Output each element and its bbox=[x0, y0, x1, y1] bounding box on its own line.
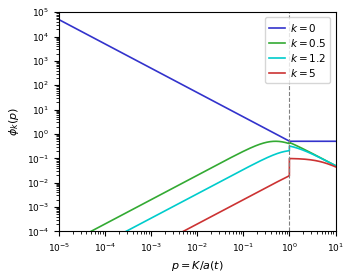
$k = 5$ bbox=[163, 237, 167, 241]
$k = 0$ bbox=[57, 18, 61, 21]
Line: $k = 1.2$: $k = 1.2$ bbox=[59, 146, 336, 239]
$k = 0$ bbox=[223, 106, 227, 109]
Line: $k = 5$: $k = 5$ bbox=[59, 158, 336, 239]
$k = 5$ bbox=[223, 208, 227, 211]
$k = 0.5$ bbox=[284, 141, 289, 144]
$k = 1.2$ bbox=[107, 237, 111, 241]
$k = 1.2$ bbox=[223, 178, 227, 181]
$k = 5$ bbox=[263, 186, 267, 190]
$k = 5$ bbox=[284, 176, 289, 179]
$k = 0$ bbox=[107, 44, 111, 48]
$k = 0$ bbox=[284, 138, 289, 141]
$k = 0$ bbox=[237, 113, 241, 116]
$k = 0$ bbox=[333, 140, 338, 143]
$k = 0$ bbox=[287, 140, 292, 143]
$k = 1.2$ bbox=[263, 157, 267, 160]
Line: $k = 0.5$: $k = 0.5$ bbox=[59, 141, 336, 239]
Line: $k = 0$: $k = 0$ bbox=[59, 20, 336, 141]
$k = 0$ bbox=[263, 127, 267, 130]
Legend: $k = 0$, $k = 0.5$, $k = 1.2$, $k = 5$: $k = 0$, $k = 0.5$, $k = 1.2$, $k = 5$ bbox=[265, 17, 330, 83]
$k = 5$ bbox=[287, 157, 292, 160]
$k = 1.2$ bbox=[287, 144, 292, 148]
$k = 0.5$ bbox=[107, 220, 111, 223]
$k = 0.5$ bbox=[333, 164, 338, 167]
$k = 5$ bbox=[57, 237, 61, 241]
$k = 0.5$ bbox=[223, 159, 227, 162]
$k = 0.5$ bbox=[57, 237, 61, 241]
Y-axis label: $\phi_k(p)$: $\phi_k(p)$ bbox=[7, 107, 21, 136]
$k = 0$ bbox=[163, 74, 167, 77]
$k = 0.5$ bbox=[237, 152, 241, 155]
$k = 1.2$ bbox=[284, 150, 289, 153]
$k = 0.5$ bbox=[163, 191, 167, 194]
$k = 5$ bbox=[107, 237, 111, 241]
$k = 5$ bbox=[333, 165, 338, 169]
$k = 1.2$ bbox=[333, 164, 338, 167]
$k = 1.2$ bbox=[237, 170, 241, 174]
$k = 0.5$ bbox=[273, 140, 278, 143]
X-axis label: $p = K/a(t)$: $p = K/a(t)$ bbox=[171, 259, 224, 273]
$k = 1.2$ bbox=[57, 237, 61, 241]
$k = 5$ bbox=[237, 200, 241, 204]
$k = 0.5$ bbox=[263, 141, 267, 144]
$k = 1.2$ bbox=[163, 209, 167, 213]
